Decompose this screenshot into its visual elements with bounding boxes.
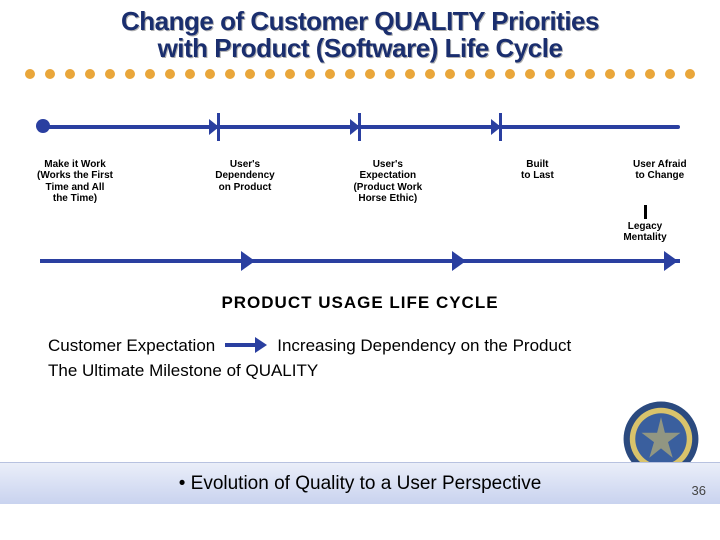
timeline-stage-label: User Afraidto Change (605, 159, 715, 182)
footer-bullet-text: • Evolution of Quality to a User Perspec… (179, 473, 542, 495)
dot-icon (385, 69, 395, 79)
timeline-stage-labels: Make it Work(Works the FirstTime and All… (20, 159, 700, 239)
dot-icon (445, 69, 455, 79)
dot-icon (305, 69, 315, 79)
dot-icon (605, 69, 615, 79)
dot-icon (665, 69, 675, 79)
body-line-1-left: Customer Expectation (48, 333, 215, 359)
dot-icon (325, 69, 335, 79)
timeline-tick (493, 113, 509, 141)
dot-icon (685, 69, 695, 79)
arrow-head-icon (664, 251, 678, 271)
timeline (40, 111, 680, 151)
dot-icon (105, 69, 115, 79)
dot-icon (185, 69, 195, 79)
dot-icon (485, 69, 495, 79)
slide-title: Change of Customer QUALITY Priorities wi… (0, 0, 720, 65)
dot-icon (245, 69, 255, 79)
dot-icon (645, 69, 655, 79)
timeline-stage-label: User'sExpectation(Product WorkHorse Ethi… (333, 159, 443, 205)
timeline-stage-label: User'sDependencyon Product (190, 159, 300, 194)
dot-icon (145, 69, 155, 79)
timeline-start-dot (36, 119, 50, 133)
dot-icon (205, 69, 215, 79)
dot-icon (25, 69, 35, 79)
dot-icon (45, 69, 55, 79)
arrow-head-icon (452, 251, 466, 271)
arrow-icon (225, 340, 267, 350)
dot-icon (425, 69, 435, 79)
dot-icon (225, 69, 235, 79)
page-number: 36 (692, 483, 706, 498)
dot-icon (85, 69, 95, 79)
timeline-tick (352, 113, 368, 141)
title-line-1: Change of Customer QUALITY Priorities (10, 8, 710, 35)
dot-icon (365, 69, 375, 79)
body-text: Customer Expectation Increasing Dependen… (48, 333, 720, 384)
dot-icon (265, 69, 275, 79)
title-line-2: with Product (Software) Life Cycle (10, 35, 710, 62)
dot-icon (505, 69, 515, 79)
decorative-dots-row (0, 65, 720, 93)
dot-icon (65, 69, 75, 79)
dot-icon (545, 69, 555, 79)
timeline-tick (211, 113, 227, 141)
dot-icon (585, 69, 595, 79)
timeline-stage-label: Builtto Last (482, 159, 592, 182)
dot-icon (345, 69, 355, 79)
dot-icon (405, 69, 415, 79)
dot-icon (525, 69, 535, 79)
dot-icon (165, 69, 175, 79)
progress-arrow-line (40, 259, 680, 263)
footer-band: • Evolution of Quality to a User Perspec… (0, 462, 720, 504)
footer-text-label: Evolution of Quality to a User Perspecti… (191, 473, 542, 494)
legacy-mentality-label: LegacyMentality (590, 205, 700, 243)
cycle-title: PRODUCT USAGE LIFE CYCLE (0, 293, 720, 313)
timeline-stage-label: Make it Work(Works the FirstTime and All… (20, 159, 130, 205)
body-line-2: The Ultimate Milestone of QUALITY (48, 358, 720, 384)
dot-icon (625, 69, 635, 79)
dot-icon (465, 69, 475, 79)
progress-arrow-row (40, 249, 680, 273)
arrow-head-icon (241, 251, 255, 271)
body-line-1-right: Increasing Dependency on the Product (277, 333, 571, 359)
dot-icon (285, 69, 295, 79)
dot-icon (565, 69, 575, 79)
body-line-1: Customer Expectation Increasing Dependen… (48, 333, 720, 359)
bullet-icon: • (179, 473, 186, 494)
dot-icon (125, 69, 135, 79)
